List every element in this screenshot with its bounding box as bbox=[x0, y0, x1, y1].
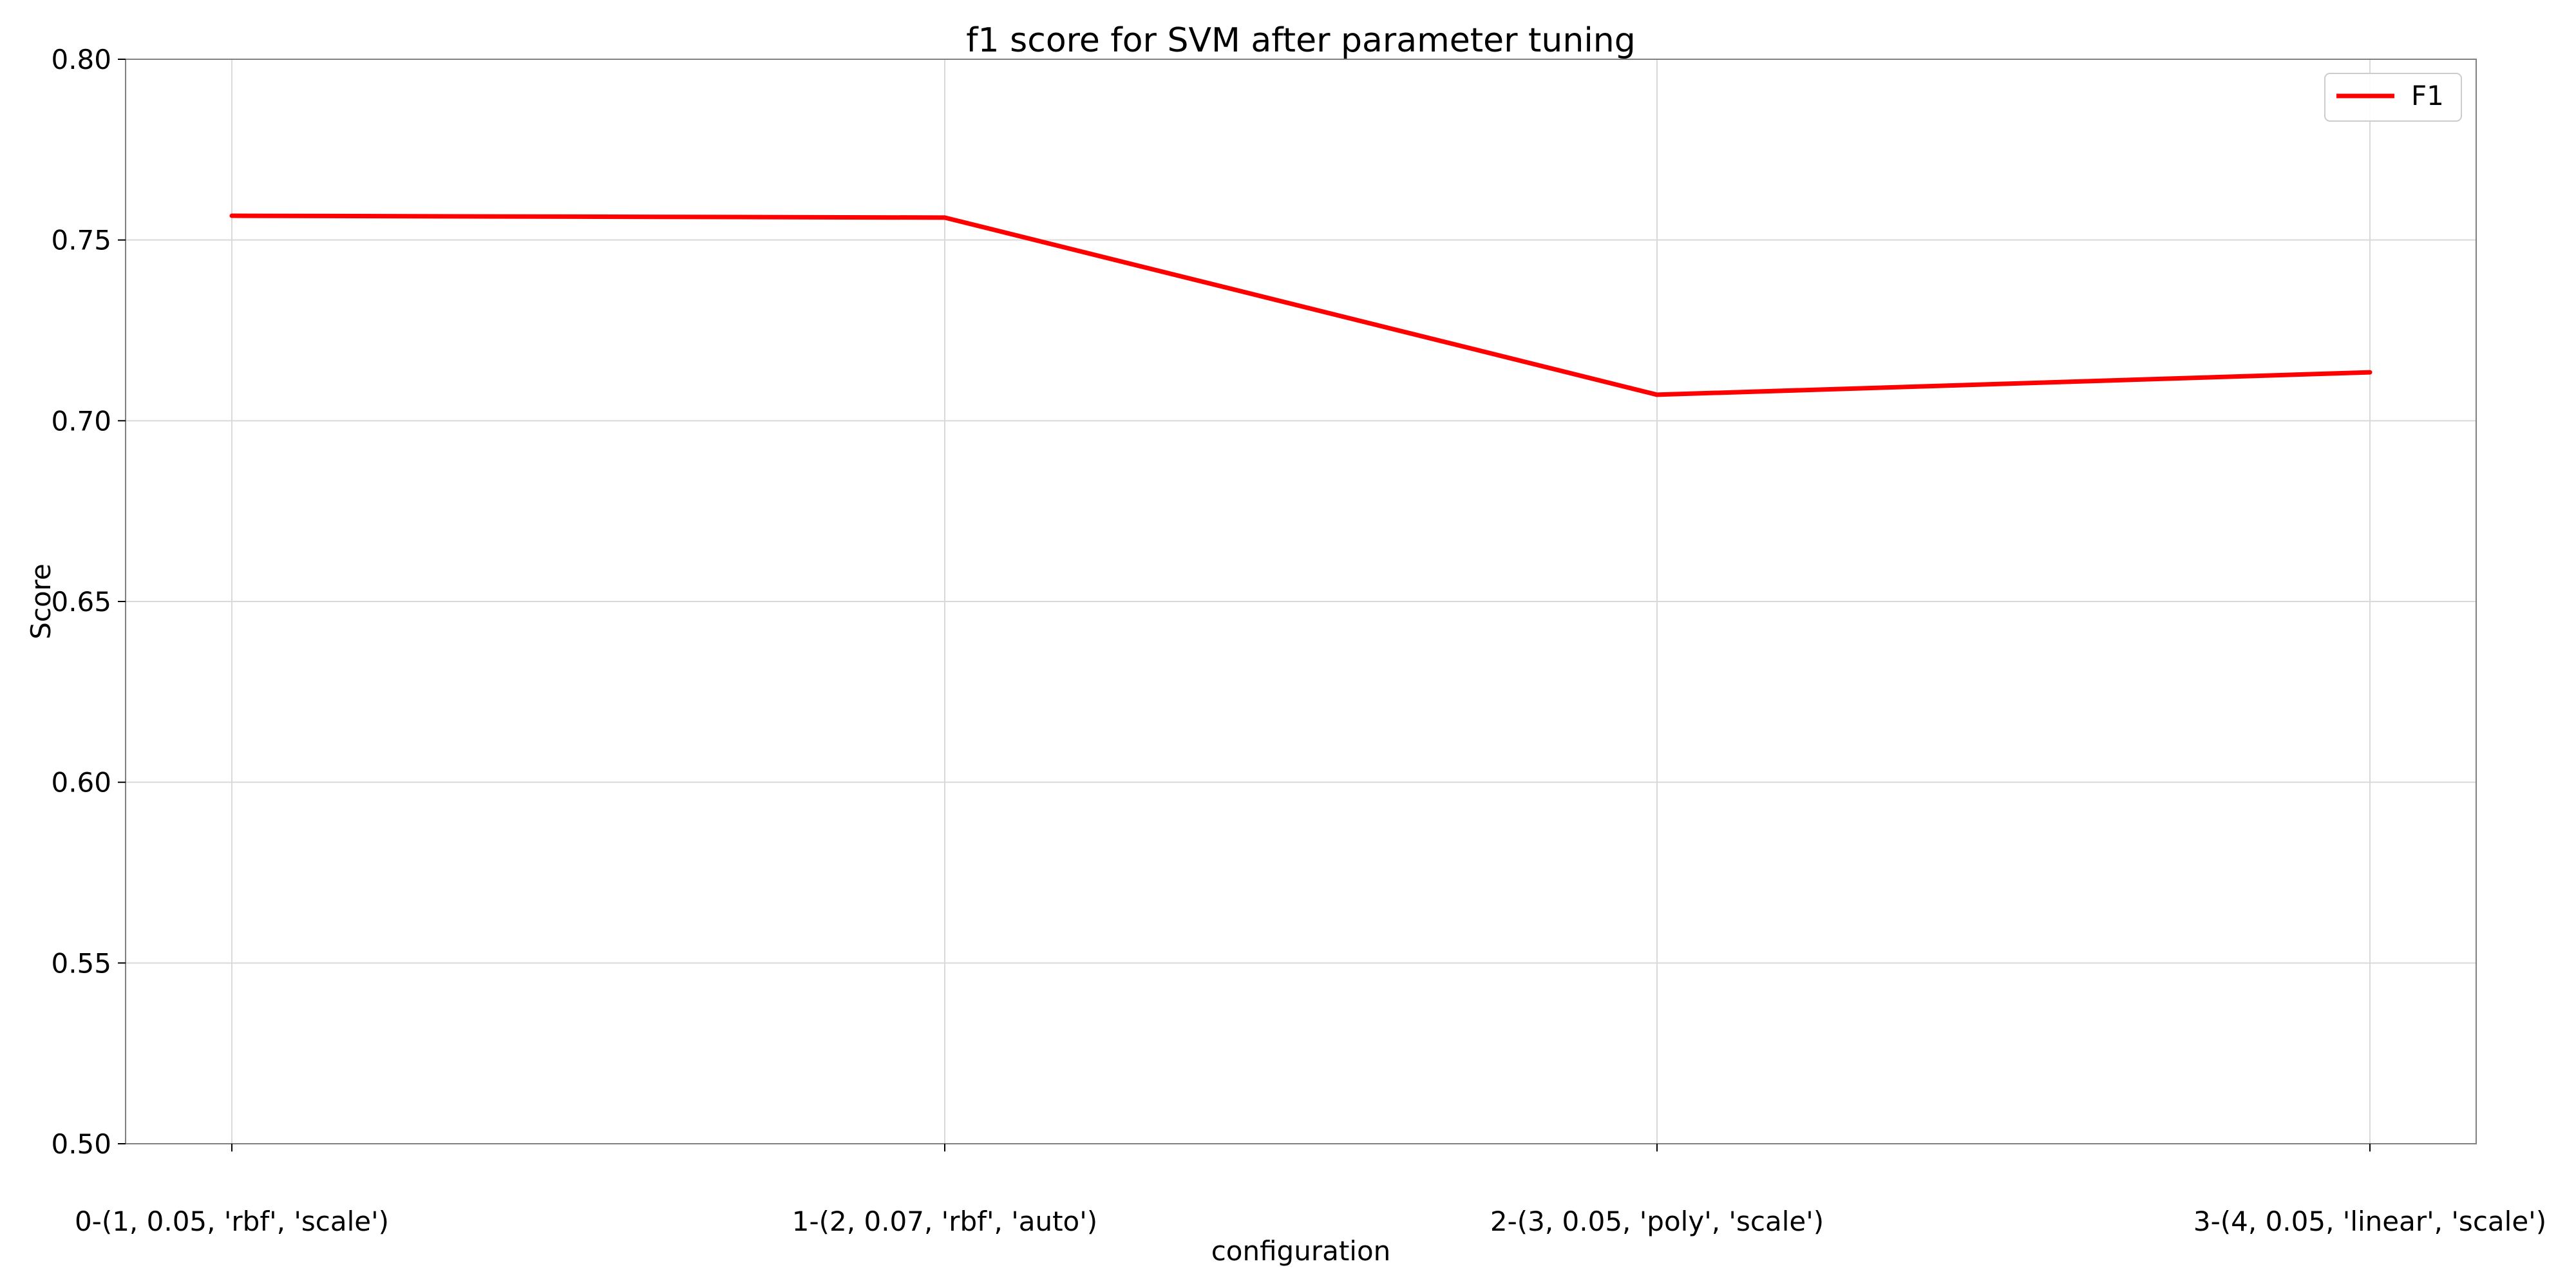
chart-title: f1 score for SVM after parameter tuning bbox=[966, 21, 1636, 60]
y-tick-label: 0.75 bbox=[51, 225, 111, 256]
y-tick-label: 0.80 bbox=[51, 44, 111, 75]
x-tick-label: 2-(3, 0.05, 'poly', 'scale') bbox=[1490, 1206, 1824, 1237]
x-tick-label: 0-(1, 0.05, 'rbf', 'scale') bbox=[75, 1206, 389, 1237]
y-tick-label: 0.55 bbox=[51, 947, 111, 979]
x-tick-label: 1-(2, 0.07, 'rbf', 'auto') bbox=[792, 1206, 1097, 1237]
y-axis-ticks: 0.50 0.55 0.60 0.65 0.70 0.75 0.80 bbox=[51, 44, 126, 1160]
y-axis-label: Score bbox=[25, 564, 57, 639]
x-axis-label: configuration bbox=[1211, 1235, 1391, 1267]
series-line-f1[interactable] bbox=[231, 213, 2371, 397]
y-tick-label: 0.70 bbox=[51, 405, 111, 437]
data-point-f1[interactable] bbox=[2367, 370, 2372, 375]
x-tick-label: 3-(4, 0.05, 'linear', 'scale') bbox=[2193, 1206, 2546, 1237]
data-point-f1[interactable] bbox=[1654, 392, 1660, 397]
series-layer bbox=[229, 213, 2372, 397]
legend[interactable]: F1 bbox=[2324, 73, 2462, 122]
y-tick-label: 0.65 bbox=[51, 586, 111, 618]
data-point-f1[interactable] bbox=[942, 215, 947, 220]
x-axis-ticks: 0-(1, 0.05, 'rbf', 'scale') 1-(2, 0.07, '… bbox=[75, 1144, 2546, 1237]
legend-label-f1: F1 bbox=[2411, 80, 2444, 111]
y-tick-label: 0.50 bbox=[51, 1128, 111, 1160]
data-point-f1[interactable] bbox=[229, 213, 234, 218]
y-tick-label: 0.60 bbox=[51, 767, 111, 799]
